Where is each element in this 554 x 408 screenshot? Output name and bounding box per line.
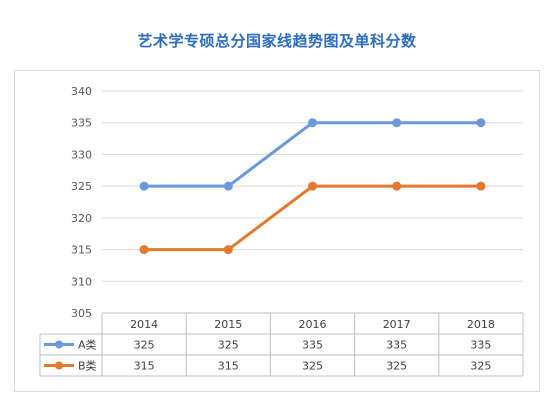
data-point <box>392 118 402 128</box>
table-value-cell: 325 <box>302 360 323 373</box>
table-value-cell: 325 <box>386 360 407 373</box>
x-category-label: 2016 <box>299 318 327 331</box>
y-tick-label: 340 <box>71 85 92 98</box>
table-value-cell: 335 <box>302 339 323 352</box>
data-point <box>308 181 317 191</box>
x-category-label: 2014 <box>130 318 158 331</box>
data-point <box>139 245 149 255</box>
data-point <box>139 181 149 191</box>
legend-marker-icon <box>55 340 63 349</box>
legend-label: A类 <box>78 338 97 352</box>
legend-marker-icon <box>55 361 63 370</box>
data-point <box>223 181 233 191</box>
table-value-cell: 315 <box>134 360 155 373</box>
data-point <box>476 181 486 191</box>
data-point <box>392 181 402 191</box>
data-point <box>223 245 233 255</box>
table-value-cell: 325 <box>134 339 155 352</box>
y-tick-label: 325 <box>71 180 92 193</box>
table-value-cell: 315 <box>218 360 239 373</box>
y-tick-label: 305 <box>71 307 92 320</box>
y-tick-label: 310 <box>71 275 92 288</box>
legend-label: B类 <box>78 359 97 373</box>
x-category-label: 2017 <box>383 318 411 331</box>
x-category-label: 2018 <box>467 318 495 331</box>
x-category-label: 2015 <box>214 318 242 331</box>
y-tick-label: 315 <box>71 244 92 257</box>
chart-title: 艺术学专硕总分国家线趋势图及单科分数 <box>137 32 417 50</box>
data-point <box>476 118 486 128</box>
data-point <box>308 118 317 128</box>
table-value-cell: 325 <box>218 339 239 352</box>
y-tick-label: 330 <box>71 148 92 161</box>
table-value-cell: 335 <box>470 339 491 352</box>
table-value-cell: 325 <box>470 360 491 373</box>
y-tick-label: 335 <box>71 117 92 130</box>
table-value-cell: 335 <box>386 339 407 352</box>
y-tick-label: 320 <box>71 212 92 225</box>
